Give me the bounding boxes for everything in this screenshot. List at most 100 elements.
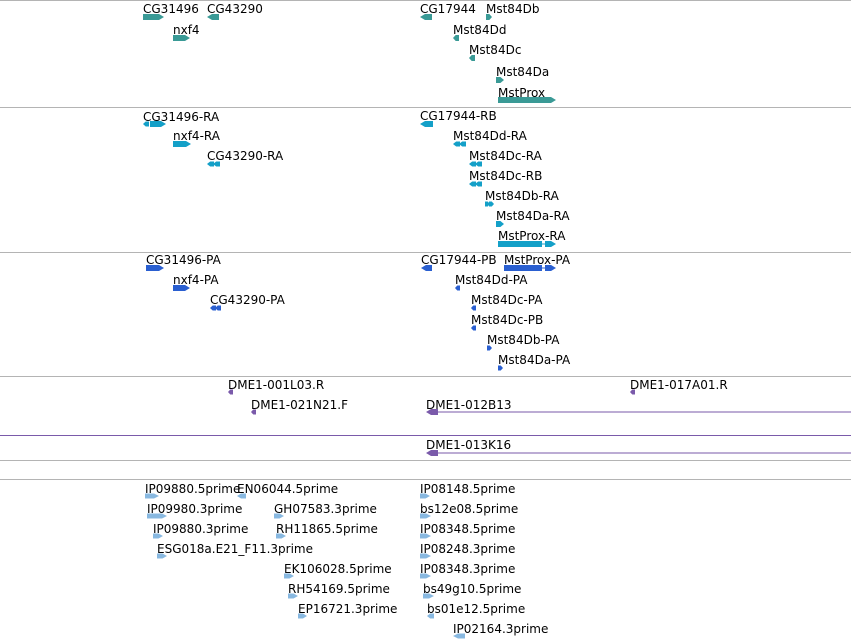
feature-glyph: [475, 161, 482, 167]
feature-label: Mst84Dc: [469, 43, 521, 57]
feature[interactable]: bs49g10.5prime: [423, 582, 521, 599]
feature-label: nxf4: [173, 23, 200, 37]
feature[interactable]: CG43290-PA: [210, 293, 286, 311]
track-clones-b: DME1-013K16: [426, 438, 851, 456]
feature[interactable]: CG17944-RB: [420, 109, 497, 127]
feature-label: nxf4-PA: [173, 273, 219, 287]
feature-label: nxf4-RA: [173, 129, 221, 143]
feature[interactable]: EP16721.3prime: [298, 602, 397, 619]
feature-glyph: [630, 389, 635, 395]
feature[interactable]: Mst84Db: [486, 2, 539, 20]
feature-label: Mst84Da: [496, 65, 549, 79]
feature-glyph: [173, 35, 190, 41]
feature-label: DME1-013K16: [426, 438, 511, 452]
feature-label: ESG018a.E21_F11.3prime: [157, 542, 313, 556]
feature-glyph: [288, 593, 298, 599]
feature[interactable]: Mst84Db-PA: [487, 333, 560, 351]
feature[interactable]: bs12e08.5prime: [420, 502, 518, 519]
feature-glyph: [426, 409, 438, 415]
feature[interactable]: EN06044.5prime: [237, 482, 338, 499]
feature[interactable]: nxf4-RA: [173, 129, 221, 147]
feature-glyph: [485, 201, 490, 207]
feature[interactable]: DME1-021N21.F: [251, 398, 348, 415]
feature[interactable]: EK106028.5prime: [284, 562, 392, 579]
feature[interactable]: DME1-001L03.R: [228, 378, 324, 395]
feature-label: EK106028.5prime: [284, 562, 392, 576]
feature-label: MstProx: [498, 86, 545, 100]
feature[interactable]: Mst84Dd: [453, 23, 506, 41]
feature[interactable]: IP08348.3prime: [420, 562, 515, 579]
feature-label: Mst84Dd-PA: [455, 273, 528, 287]
track-clones-a: DME1-001L03.R DME1-017A01.R DME1-021N21.F D…: [228, 378, 851, 415]
feature[interactable]: ESG018a.E21_F11.3prime: [157, 542, 313, 559]
feature-glyph: [453, 141, 460, 147]
feature-label: IP08348.5prime: [420, 522, 515, 536]
feature-label: MstProx-RA: [498, 229, 566, 243]
feature[interactable]: Mst84Da-RA: [496, 209, 570, 227]
feature[interactable]: IP09880.3prime: [153, 522, 248, 539]
feature-label: IP08348.3prime: [420, 562, 515, 576]
feature-glyph: [459, 141, 466, 147]
feature-label: CG17944-PB: [421, 253, 497, 267]
feature-label: Mst84Dd-RA: [453, 129, 528, 143]
feature-label: IP08248.3prime: [420, 542, 515, 556]
feature[interactable]: GH07583.3prime: [274, 502, 377, 519]
feature[interactable]: Mst84Db-RA: [485, 189, 560, 207]
feature[interactable]: MstProx: [498, 86, 556, 103]
feature[interactable]: Mst84Dc-PA: [471, 293, 543, 311]
feature[interactable]: Mst84Dd-RA: [453, 129, 528, 147]
feature[interactable]: nxf4-PA: [173, 273, 219, 291]
feature[interactable]: IP08248.3prime: [420, 542, 515, 559]
feature-glyph: [496, 221, 504, 227]
feature[interactable]: bs01e12.5prime: [427, 602, 525, 619]
feature[interactable]: Mst84Dc-RB: [469, 169, 542, 187]
feature[interactable]: DME1-013K16: [426, 438, 851, 456]
feature[interactable]: Mst84Dc-PB: [471, 313, 543, 331]
feature-label: bs01e12.5prime: [427, 602, 525, 616]
feature-glyph: [420, 573, 431, 579]
feature-glyph: [420, 513, 431, 519]
feature[interactable]: MstProx-PA: [504, 253, 571, 271]
feature[interactable]: IP09980.3prime: [147, 502, 242, 519]
feature-glyph: [420, 14, 432, 20]
feature[interactable]: IP02164.3prime: [453, 622, 548, 639]
feature-glyph: [469, 181, 476, 187]
feature[interactable]: CG31496: [143, 2, 199, 20]
feature-label: CG31496-PA: [146, 253, 222, 267]
feature[interactable]: CG17944: [420, 2, 476, 20]
feature[interactable]: Mst84Dd-PA: [455, 273, 528, 291]
feature[interactable]: RH54169.5prime: [288, 582, 390, 599]
feature-label: CG17944: [420, 2, 476, 16]
feature-label: Mst84Dd: [453, 23, 506, 37]
feature-label: bs49g10.5prime: [423, 582, 521, 596]
feature[interactable]: CG31496-PA: [146, 253, 222, 271]
feature[interactable]: IP08148.5prime: [420, 482, 515, 499]
feature[interactable]: nxf4: [173, 23, 200, 41]
feature-glyph: [213, 161, 220, 167]
feature-label: IP09880.5prime: [145, 482, 240, 496]
feature-glyph: [486, 14, 492, 20]
feature-glyph: [207, 14, 219, 20]
feature-glyph: [228, 389, 233, 395]
feature-label: CG31496-RA: [143, 110, 220, 124]
feature-glyph: [251, 409, 256, 415]
feature-label: Mst84Da-PA: [498, 353, 571, 367]
feature[interactable]: CG31496-RA: [143, 110, 220, 127]
feature[interactable]: CG17944-PB: [421, 253, 497, 271]
feature[interactable]: MstProx-RA: [498, 229, 566, 247]
feature-glyph: [489, 201, 494, 207]
feature[interactable]: IP09880.5prime: [145, 482, 240, 499]
feature[interactable]: DME1-012B13: [426, 398, 851, 415]
feature[interactable]: Mst84Dc-RA: [469, 149, 543, 167]
feature[interactable]: CG43290: [207, 2, 263, 20]
feature[interactable]: RH11865.5prime: [276, 522, 378, 539]
feature-label: Mst84Db-RA: [485, 189, 560, 203]
feature[interactable]: Mst84Da-PA: [498, 353, 571, 371]
feature-label: Mst84Dc-RA: [469, 149, 543, 163]
feature[interactable]: DME1-017A01.R: [630, 378, 728, 395]
feature[interactable]: CG43290-RA: [207, 149, 284, 167]
feature[interactable]: IP08348.5prime: [420, 522, 515, 539]
feature[interactable]: Mst84Da: [496, 65, 549, 83]
feature[interactable]: Mst84Dc: [469, 43, 521, 61]
